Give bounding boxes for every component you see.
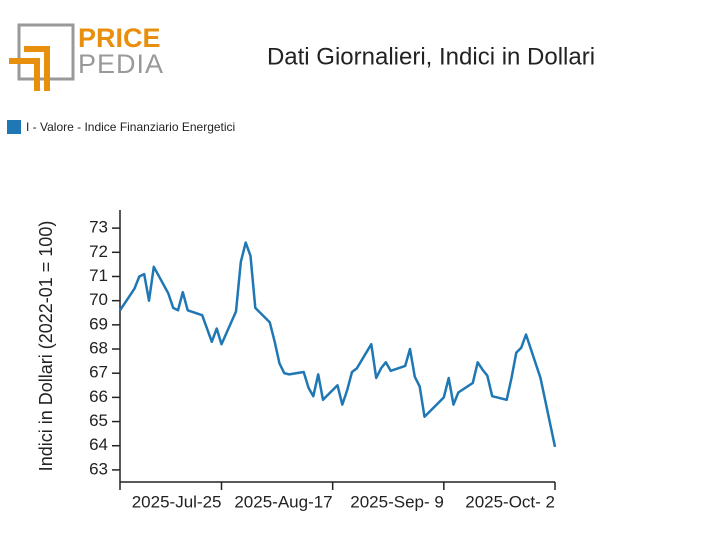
- legend-swatch: [7, 120, 21, 134]
- y-tick-label: 71: [89, 266, 108, 285]
- y-tick-label: 73: [89, 218, 108, 237]
- y-tick-label: 68: [89, 339, 108, 358]
- x-tick-label: 2025-Oct- 2: [465, 492, 555, 511]
- y-axis-label: Indici in Dollari (2022-01 = 100): [36, 221, 56, 472]
- y-tick-label: 66: [89, 387, 108, 406]
- legend-label: I - Valore - Indice Finanziario Energeti…: [26, 120, 235, 134]
- y-tick-label: 70: [89, 290, 108, 309]
- y-tick-label: 69: [89, 314, 108, 333]
- y-tick-label: 72: [89, 242, 108, 261]
- logo-text: PEDIA: [78, 49, 164, 79]
- y-tick-label: 63: [89, 459, 108, 478]
- y-tick-label: 67: [89, 363, 108, 382]
- line: [118, 241, 557, 448]
- logo: PRICE PEDIA: [9, 23, 164, 91]
- logo-corner: [9, 58, 40, 91]
- x-tick-label: 2025-Aug-17: [234, 492, 332, 511]
- y-tick-label: 65: [89, 411, 108, 430]
- chart-title: Dati Giornalieri, Indici in Dollari: [267, 43, 595, 70]
- x-tick-label: 2025-Jul-25: [132, 492, 222, 511]
- x-tick-label: 2025-Sep- 9: [350, 492, 444, 511]
- logo-text: PRICE: [78, 23, 161, 53]
- logo-corner: [24, 46, 50, 91]
- y-tick-label: 64: [89, 435, 108, 454]
